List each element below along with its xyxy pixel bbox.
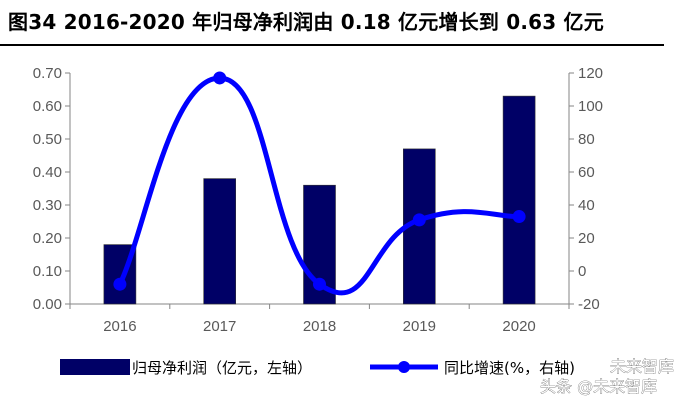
- y-right-tick-label: 40: [578, 197, 595, 214]
- y-right-tick-label: 100: [578, 98, 603, 115]
- watermark: 未来智库 头条 @未来智库: [540, 357, 675, 397]
- legend: 归母净利润（亿元，左轴） 同比增速(%，右轴): [60, 359, 575, 377]
- title-rule: [0, 44, 664, 46]
- y-left-tick-label: 0.60: [33, 98, 62, 115]
- x-tick-label: 2020: [502, 318, 535, 335]
- y-left-tick-label: 0.30: [33, 197, 62, 214]
- chart-axes: 0.00 0.10 0.20 0.30 0.40 0.50 0.60 0.70 -20 0 20 40…: [33, 65, 603, 335]
- y-left-tick-label: 0.70: [33, 65, 62, 82]
- bar: [502, 95, 536, 305]
- x-tick-label: 2019: [403, 318, 436, 335]
- line-series: [113, 71, 526, 296]
- watermark-line2: 头条 @未来智库: [540, 377, 657, 396]
- bar-series: [103, 95, 536, 305]
- line-point: [113, 277, 127, 291]
- y-left-tick-label: 0.40: [33, 164, 62, 181]
- bar: [203, 178, 236, 305]
- watermark-line1: 未来智库: [610, 357, 674, 376]
- legend-line-marker: [398, 361, 410, 373]
- x-tick-label: 2018: [303, 318, 336, 335]
- y-right-tick-label: 20: [578, 230, 595, 247]
- line-point: [412, 213, 426, 227]
- legend-bar-swatch: [60, 359, 130, 375]
- line-point: [213, 71, 227, 85]
- y-left-tick-label: 0.50: [33, 131, 62, 148]
- legend-line-label: 同比增速(%，右轴): [444, 359, 575, 377]
- y-left-tick-label: 0.10: [33, 263, 62, 280]
- y-left-tick-label: 0.00: [33, 296, 62, 313]
- x-tick-label: 2017: [203, 318, 236, 335]
- growth-line: [117, 75, 520, 296]
- y-right-tick-label: 0: [578, 263, 586, 280]
- x-tick-label: 2016: [103, 318, 136, 335]
- y-right-tick-label: 60: [578, 164, 595, 181]
- line-point: [512, 210, 526, 224]
- y-right-tick-label: 80: [578, 131, 595, 148]
- title-row: 图34 2016-2020 年归母净利润由 0.18 亿元增长到 0.63 亿元: [0, 0, 664, 46]
- chart-title: 图34 2016-2020 年归母净利润由 0.18 亿元增长到 0.63 亿元: [8, 10, 604, 34]
- y-right-tick-label: -20: [578, 296, 600, 313]
- y-left-tick-label: 0.20: [33, 230, 62, 247]
- legend-bar-label: 归母净利润（亿元，左轴）: [132, 359, 312, 377]
- line-point: [313, 277, 326, 291]
- y-right-tick-label: 120: [578, 65, 603, 82]
